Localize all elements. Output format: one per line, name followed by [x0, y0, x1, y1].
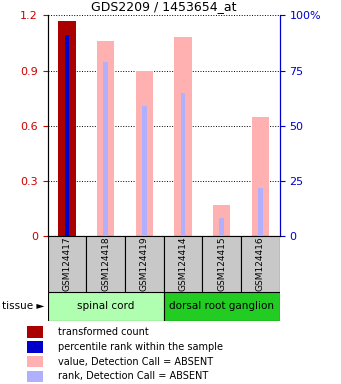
Text: GSM124419: GSM124419 — [140, 237, 149, 291]
Bar — [213, 205, 230, 236]
Bar — [219, 218, 224, 236]
Bar — [86, 236, 125, 292]
Bar — [181, 93, 185, 236]
Text: GSM124415: GSM124415 — [217, 237, 226, 291]
Bar — [58, 21, 76, 236]
Text: rank, Detection Call = ABSENT: rank, Detection Call = ABSENT — [58, 371, 208, 381]
Text: percentile rank within the sample: percentile rank within the sample — [58, 342, 223, 352]
Text: value, Detection Call = ABSENT: value, Detection Call = ABSENT — [58, 357, 213, 367]
Bar — [241, 236, 280, 292]
Text: dorsal root ganglion: dorsal root ganglion — [169, 301, 274, 311]
Bar — [27, 356, 43, 367]
Bar — [48, 292, 164, 321]
Bar — [258, 188, 263, 236]
Text: tissue ►: tissue ► — [2, 301, 44, 311]
Bar — [174, 37, 192, 236]
Bar — [136, 71, 153, 236]
Bar — [164, 292, 280, 321]
Title: GDS2209 / 1453654_at: GDS2209 / 1453654_at — [91, 0, 236, 13]
Bar — [48, 236, 86, 292]
Bar — [65, 35, 69, 236]
Text: GSM124416: GSM124416 — [256, 237, 265, 291]
Text: GSM124417: GSM124417 — [62, 237, 72, 291]
Bar — [27, 326, 43, 338]
Text: GSM124414: GSM124414 — [178, 237, 188, 291]
Bar — [164, 236, 202, 292]
Text: spinal cord: spinal cord — [77, 301, 134, 311]
Bar — [103, 62, 108, 236]
Text: GSM124418: GSM124418 — [101, 237, 110, 291]
Bar — [27, 341, 43, 353]
Bar — [97, 41, 115, 236]
Text: transformed count: transformed count — [58, 327, 149, 337]
Bar — [125, 236, 164, 292]
Bar — [202, 236, 241, 292]
Bar — [252, 117, 269, 236]
Bar — [142, 106, 147, 236]
Bar — [27, 371, 43, 382]
